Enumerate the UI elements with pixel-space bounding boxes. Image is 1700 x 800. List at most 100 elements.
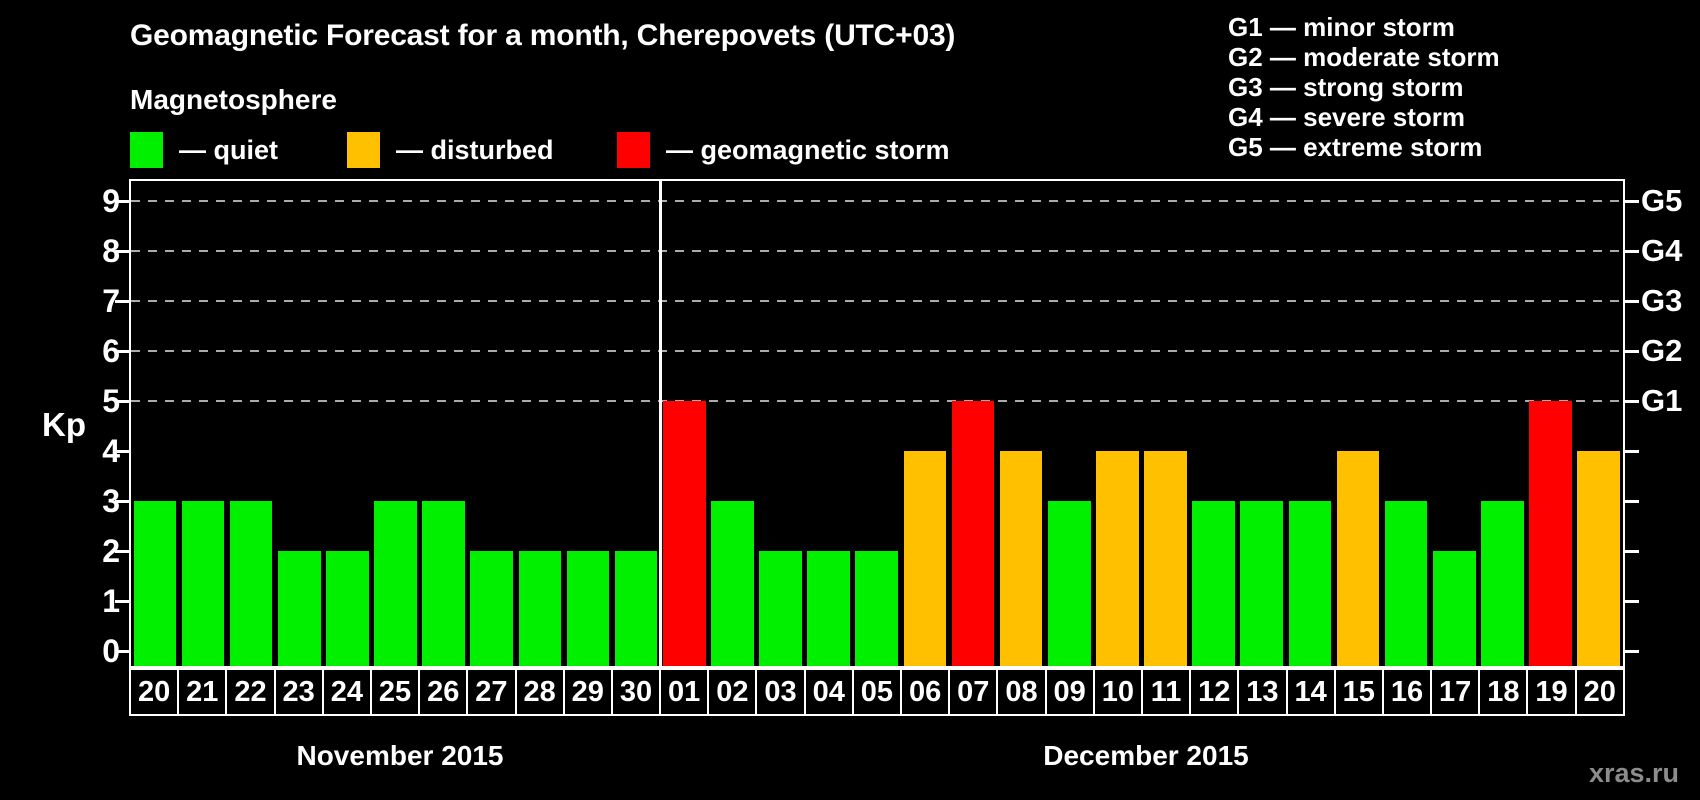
- day-label: 20: [1574, 670, 1623, 714]
- kp-bar: [662, 401, 706, 666]
- kp-bar: [1096, 451, 1139, 666]
- kp-bar: [759, 551, 802, 666]
- day-label: 18: [1478, 670, 1526, 714]
- y-axis-label-9: 9: [102, 183, 120, 219]
- day-label: 21: [177, 670, 225, 714]
- left-axis-tick-0: [115, 649, 130, 653]
- kp-bar: [374, 501, 417, 666]
- chart-title: Geomagnetic Forecast for a month, Cherep…: [130, 19, 956, 52]
- left-axis-tick-7: [115, 299, 130, 303]
- storm-scale-legend: G1 — minor storm G2 — moderate storm G3 …: [1228, 12, 1500, 162]
- left-axis-tick-3: [115, 499, 130, 503]
- day-label: 23: [273, 670, 322, 714]
- day-label: 15: [1333, 670, 1382, 714]
- plot-area: [131, 181, 1623, 666]
- storm-color-swatch: [617, 132, 650, 168]
- kp-bar: [1240, 501, 1284, 666]
- y-axis-label-0: 0: [102, 633, 120, 669]
- kp-bar: [1481, 501, 1524, 666]
- gridline-kp-5: [131, 400, 1623, 402]
- day-label: 16: [1381, 670, 1430, 714]
- legend-label-storm: — geomagnetic storm: [666, 134, 950, 165]
- g-level-label-g4: G4: [1641, 233, 1683, 268]
- day-label: 09: [1044, 670, 1093, 714]
- legend-item-storm: — geomagnetic storm: [617, 131, 950, 169]
- kp-bar: [1432, 551, 1476, 666]
- kp-bar: [855, 551, 899, 666]
- left-axis-tick-8: [115, 249, 130, 253]
- y-axis-label-4: 4: [102, 433, 120, 469]
- right-axis-tick-7: [1624, 299, 1639, 303]
- right-axis-tick-1: [1624, 599, 1639, 603]
- month-separator-line: [658, 181, 662, 666]
- day-label: 08: [996, 670, 1044, 714]
- day-label: 22: [225, 670, 273, 714]
- y-axis-label-6: 6: [102, 333, 120, 369]
- kp-bar: [133, 501, 177, 666]
- g-level-label-g3: G3: [1641, 283, 1683, 318]
- kp-bar: [1529, 401, 1572, 666]
- day-label: 03: [755, 670, 803, 714]
- day-label: 29: [562, 670, 611, 714]
- day-label: 28: [514, 670, 563, 714]
- y-axis-title-kp: Kp: [42, 406, 86, 443]
- kp-bar: [1288, 501, 1332, 666]
- day-label: 30: [610, 670, 659, 714]
- right-axis-tick-0: [1624, 649, 1639, 653]
- day-label: 04: [803, 670, 852, 714]
- y-axis-label-5: 5: [102, 383, 120, 419]
- left-axis-tick-9: [115, 199, 130, 203]
- gridline-kp-8: [131, 250, 1623, 252]
- right-axis-tick-9: [1624, 199, 1639, 203]
- kp-bar: [999, 451, 1043, 666]
- day-label: 10: [1092, 670, 1141, 714]
- y-axis-label-1: 1: [102, 583, 120, 619]
- storm-scale-item-g1: G1 — minor storm: [1228, 12, 1455, 42]
- kp-bar: [1144, 451, 1187, 666]
- kp-bar: [1192, 501, 1235, 666]
- right-axis-tick-2: [1624, 549, 1639, 553]
- left-axis-tick-1: [115, 599, 130, 603]
- gridline-kp-7: [131, 300, 1623, 302]
- disturbed-color-swatch: [347, 132, 380, 168]
- day-label: 19: [1526, 670, 1574, 714]
- gridline-kp-6: [131, 350, 1623, 352]
- day-label: 06: [900, 670, 948, 714]
- kp-bar: [422, 501, 465, 666]
- day-label: 14: [1285, 670, 1334, 714]
- day-label: 11: [1140, 670, 1189, 714]
- left-axis-tick-6: [115, 349, 130, 353]
- y-axis-label-2: 2: [102, 533, 120, 569]
- storm-scale-item-g3: G3 — strong storm: [1228, 72, 1464, 102]
- kp-bar: [1047, 501, 1091, 666]
- kp-bar: [518, 551, 562, 666]
- day-label: 01: [659, 670, 707, 714]
- watermark-xras: xras.ru: [1588, 758, 1679, 788]
- day-label: 24: [321, 670, 370, 714]
- kp-bar: [470, 551, 514, 666]
- day-label: 02: [707, 670, 755, 714]
- left-axis-tick-2: [115, 549, 130, 553]
- day-label: 12: [1189, 670, 1237, 714]
- kp-bar: [566, 551, 610, 666]
- right-axis-tick-3: [1624, 499, 1639, 503]
- kp-bar: [807, 551, 850, 666]
- kp-bar: [229, 501, 273, 666]
- legend-item-disturbed: — disturbed: [347, 131, 554, 169]
- kp-bar: [1384, 501, 1428, 666]
- day-axis-row: 20 21 22 23 24 25 26 27 28 29 30 01 02 03 04 05 06 07 08 09…: [129, 668, 1625, 716]
- g-level-label-g1: G1: [1641, 383, 1683, 418]
- month-label-december: December 2015: [1043, 740, 1249, 771]
- day-label: 13: [1237, 670, 1285, 714]
- g-level-label-g5: G5: [1641, 183, 1683, 218]
- kp-bar: [1577, 451, 1620, 666]
- day-label: 26: [418, 670, 466, 714]
- day-label: 20: [137, 675, 171, 708]
- kp-bar: [326, 551, 369, 666]
- legend-label-disturbed: — disturbed: [396, 134, 554, 165]
- kp-bar: [903, 451, 947, 666]
- plot-frame: [129, 179, 1625, 668]
- magnetosphere-label: Magnetosphere: [130, 84, 337, 115]
- legend-item-quiet: — quiet: [130, 131, 278, 169]
